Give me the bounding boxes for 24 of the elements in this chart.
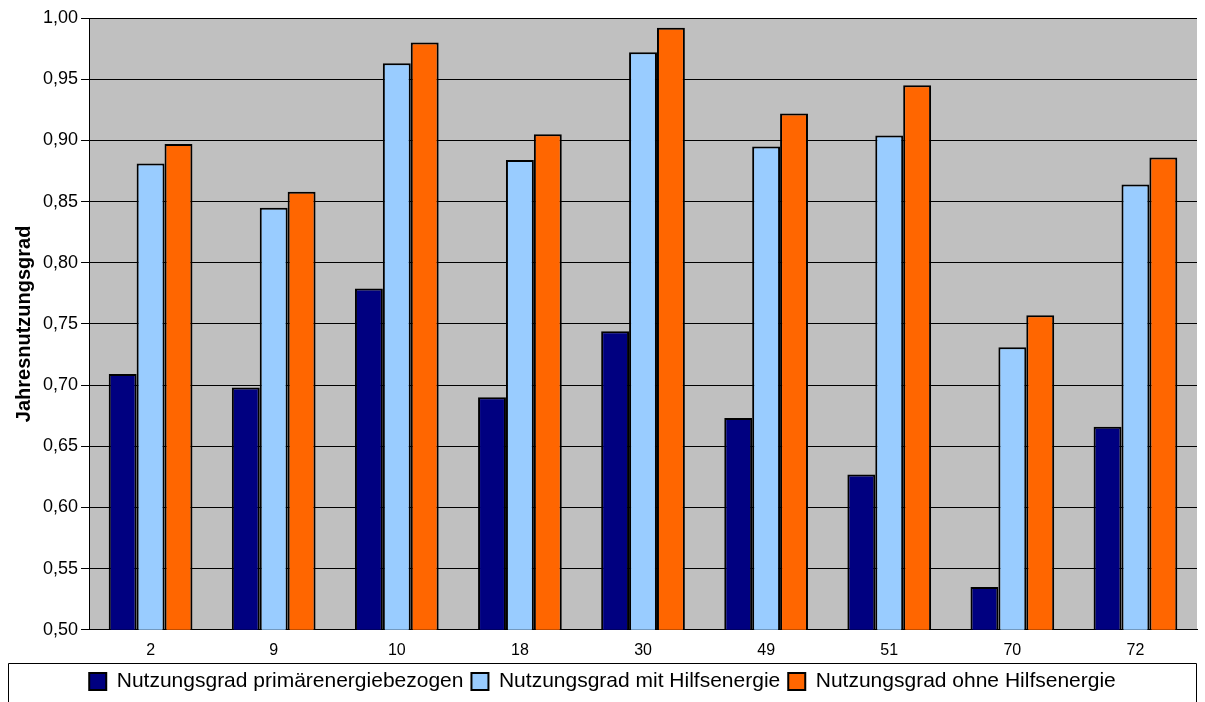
- y-tick-label: 0,50: [42, 618, 79, 639]
- y-tick-label: 0,70: [42, 374, 79, 395]
- legend-label: Nutzungsgrad mit Hilfsenergie: [498, 668, 781, 692]
- y-tick-label: 0,65: [42, 435, 79, 456]
- y-tick-label: 0,60: [42, 496, 79, 517]
- x-tick-label: 49: [757, 640, 776, 658]
- legend-label: Nutzungsgrad primärenergiebezogen: [116, 668, 464, 692]
- x-tick-label: 72: [1126, 640, 1145, 658]
- x-tick-label: 9: [269, 640, 279, 658]
- y-axis-title: Jahresnutzungsgrad: [11, 225, 34, 423]
- x-tick-label: 70: [1003, 640, 1022, 658]
- y-tick-label: 0,90: [42, 129, 79, 150]
- y-tick-label: 0,80: [42, 251, 79, 272]
- x-tick-label: 51: [880, 640, 899, 658]
- x-tick-label: 2: [146, 640, 156, 658]
- y-tick-label: 1,00: [42, 6, 79, 27]
- x-tick-label: 18: [511, 640, 529, 658]
- x-tick-label: 30: [634, 640, 653, 658]
- legend-label: Nutzungsgrad ohne Hilfsenergie: [815, 668, 1116, 692]
- y-tick-label: 0,95: [42, 68, 79, 89]
- y-tick-label: 0,55: [42, 557, 79, 578]
- y-tick-label: 0,85: [42, 190, 79, 211]
- y-tick-label: 0,75: [42, 312, 79, 333]
- x-tick-label: 10: [387, 640, 406, 658]
